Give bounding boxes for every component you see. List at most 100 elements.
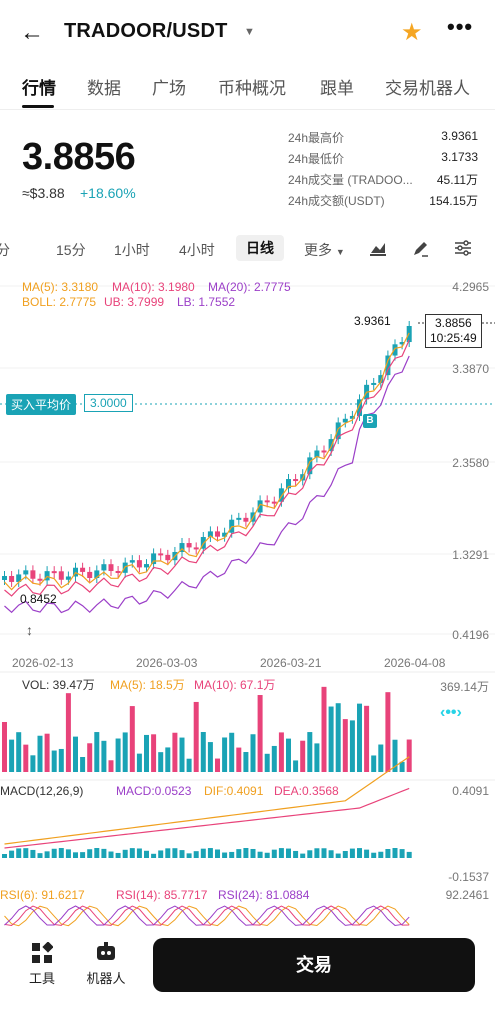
kline-chart[interactable]: MA(5): 3.3180 MA(10): 3.1980 MA(20): 2.7… (0, 276, 495, 886)
candle (357, 399, 362, 416)
volume-bar (264, 753, 270, 772)
interval-4h[interactable]: 4小时 (179, 242, 215, 258)
macd-title: MACD(12,26,9) (0, 784, 84, 798)
robot-button[interactable]: 机器人 (84, 942, 128, 987)
rsi14-line (4, 905, 410, 926)
volume-bar (136, 753, 142, 772)
volume-bar (44, 733, 50, 772)
macd-bar (278, 848, 284, 858)
star-icon[interactable]: ★ (401, 19, 423, 46)
interval-more[interactable]: 更多 ▼ (304, 240, 345, 260)
tab-market[interactable]: 行情 (22, 79, 56, 98)
macd-bar (271, 849, 277, 858)
candle (108, 564, 114, 572)
ai-assistant-icon[interactable]: ‹••› (440, 704, 462, 721)
ellipsis-icon[interactable]: ••• (447, 14, 474, 39)
tools-button[interactable]: 工具 (24, 941, 60, 987)
volume-bar (51, 750, 57, 772)
candle (236, 517, 242, 520)
tab-bot[interactable]: 交易机器人 (385, 79, 470, 98)
volume-bar (271, 745, 277, 772)
candle (271, 501, 277, 504)
candle (37, 578, 43, 581)
macd-bar (364, 849, 370, 858)
pair-title[interactable]: TRADOOR/USDT (64, 20, 228, 42)
tab-copy[interactable]: 跟单 (320, 79, 354, 98)
macd-value: MACD:0.0523 (116, 784, 192, 798)
candle (385, 355, 391, 376)
chart-canvas[interactable] (0, 276, 495, 886)
candle (243, 517, 249, 522)
volume-bar (278, 732, 284, 772)
macd-bar (51, 848, 57, 858)
settings-sliders-icon[interactable] (454, 240, 472, 261)
macd-bar (399, 849, 405, 858)
interval-15m[interactable]: 15分 (56, 242, 86, 258)
vol-axis-label: 369.14万 (440, 680, 489, 694)
arrow-left-icon[interactable]: ← (20, 19, 44, 46)
price-axis-label: 4.2965 (452, 280, 489, 294)
stat-value: 154.15万 (429, 194, 478, 208)
buy-marker[interactable]: B (363, 414, 377, 428)
macd-bar (179, 850, 185, 858)
chart-type-icon[interactable] (369, 240, 387, 261)
volume-bar (94, 732, 100, 772)
macd-bar (349, 848, 355, 858)
macd-bar (328, 850, 334, 858)
date-label: 2026-04-08 (384, 656, 446, 670)
dif-line (4, 756, 410, 845)
tools-grid-icon (24, 941, 60, 968)
avg-buy-value: 3.0000 (84, 394, 133, 412)
macd-axis-bottom: -0.1537 (448, 870, 489, 884)
volume-bar (158, 752, 164, 772)
rsi14-label: RSI(14): 85.7717 (116, 888, 208, 902)
macd-bar (9, 850, 15, 858)
volume-bar (37, 735, 43, 772)
low-price-label: 0.8452 (20, 592, 57, 606)
macd-bar (200, 848, 206, 858)
candle (342, 418, 348, 423)
caret-down-icon[interactable]: ▼ (244, 26, 255, 38)
macd-bar (371, 852, 377, 858)
candle (136, 560, 142, 568)
trade-button[interactable]: 交易 (153, 938, 475, 992)
macd-bar (58, 848, 64, 858)
macd-bar (385, 849, 391, 858)
stats-panel: 24h最高价 3.9361 24h最低价 3.1733 24h成交量 (TRADOO… (288, 126, 478, 210)
avg-buy-tag[interactable]: 买入平均价 (6, 394, 77, 415)
stat-row: 24h成交量 (TRADOO... 45.11万 (288, 168, 478, 189)
volume-bar (108, 760, 114, 772)
macd-bar (257, 851, 263, 858)
tab-square[interactable]: 广场 (152, 79, 186, 98)
volume-bar (193, 701, 199, 772)
candle (349, 415, 355, 419)
macd-bar (286, 848, 291, 858)
macd-bar (193, 851, 199, 858)
volume-bar (286, 738, 291, 772)
candle (307, 457, 313, 475)
draw-tool-icon[interactable] (411, 240, 429, 263)
robot-icon (84, 942, 128, 968)
ma5-label: MA(5): 3.3180 (22, 280, 99, 294)
macd-bar (80, 852, 86, 858)
volume-bar (314, 743, 320, 772)
ma10-label: MA(10): 3.1980 (112, 280, 195, 294)
expand-vertical-icon[interactable]: ↕ (26, 622, 33, 638)
volume-bar (122, 732, 128, 772)
dif-value: DIF:0.4091 (204, 784, 264, 798)
interval-minute[interactable]: 分 (0, 242, 10, 258)
candle (115, 571, 121, 574)
tab-overview[interactable]: 币种概况 (218, 79, 286, 98)
rsi-axis-top: 92.2461 (445, 888, 489, 902)
candle (65, 576, 71, 580)
vol-ma5-label: MA(5): 18.5万 (110, 678, 185, 692)
volume-bar (300, 740, 306, 772)
candle (44, 571, 50, 581)
ma5-line (4, 332, 410, 591)
robot-label: 机器人 (86, 971, 126, 986)
candle (94, 570, 100, 578)
interval-1h[interactable]: 1小时 (114, 242, 150, 258)
interval-daily[interactable]: 日线 (236, 235, 284, 261)
candle (193, 547, 199, 550)
tab-data[interactable]: 数据 (87, 79, 121, 98)
